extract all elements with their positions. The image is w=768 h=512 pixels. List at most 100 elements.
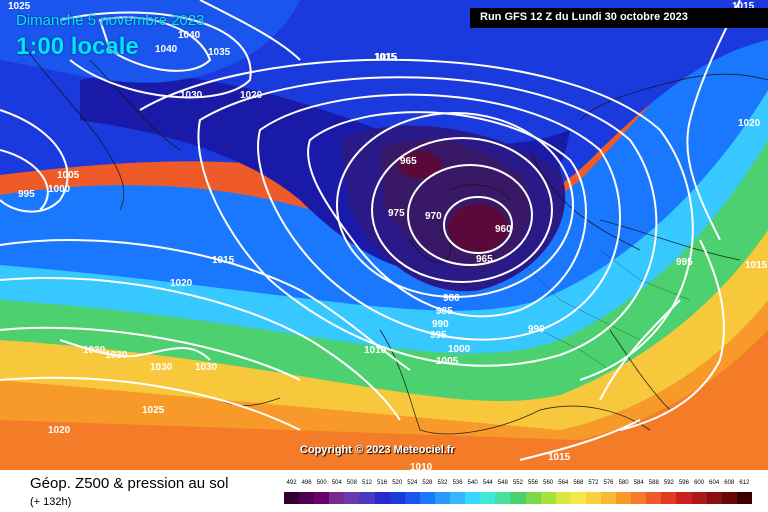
color-scale-labels: 492 496 500 504 508 512 516 520 524 528 532 536 540 5… (284, 480, 752, 490)
scale-label: 536 (452, 480, 463, 486)
scale-label: 508 (346, 480, 357, 486)
scale-swatch (480, 492, 496, 504)
scale-label: 600 (694, 480, 705, 486)
pressure-label: 1000 (448, 344, 471, 355)
scale-label: 604 (709, 480, 720, 486)
pressure-label: 1015 (745, 260, 768, 271)
scale-swatch (646, 492, 662, 504)
copyright-notice: Copyright © 2023 Meteociel.fr (300, 444, 455, 456)
pressure-label: 1015 (548, 452, 571, 463)
scale-label: 524 (407, 480, 418, 486)
scale-swatch (495, 492, 511, 504)
scale-label: 520 (392, 480, 403, 486)
pressure-labels: 1025 1015 1040 1040 1035 1030 1015 1020 … (8, 1, 768, 470)
scale-label: 568 (573, 480, 584, 486)
scale-swatch (329, 492, 345, 504)
scale-label: 540 (467, 480, 478, 486)
scale-label: 588 (648, 480, 659, 486)
run-info: Run GFS 12 Z du Lundi 30 octobre 2023 (480, 11, 688, 23)
scale-swatch (404, 492, 420, 504)
scale-swatch (419, 492, 435, 504)
pressure-label: 1030 (180, 90, 203, 101)
run-info-box: Run GFS 12 Z du Lundi 30 octobre 2023 (470, 8, 768, 28)
pressure-label: 1010 (410, 462, 433, 470)
pressure-label: 1000 (48, 184, 71, 195)
pressure-label: 1030 (83, 345, 106, 356)
scale-label: 548 (497, 480, 508, 486)
scale-label: 528 (422, 480, 433, 486)
legend-footer: Géop. Z500 & pression au sol (+ 132h) 49… (0, 470, 768, 512)
pressure-label: 1030 (150, 362, 173, 373)
weather-map: 1025 1015 1040 1040 1035 1030 1015 1020 … (0, 0, 768, 470)
scale-swatch (631, 492, 647, 504)
isobars (0, 0, 741, 461)
scale-label: 500 (316, 480, 327, 486)
pressure-label: 1040 (178, 30, 201, 41)
pressure-label: 1020 (170, 278, 193, 289)
scale-swatch (465, 492, 481, 504)
scale-label: 584 (633, 480, 644, 486)
scale-swatch (691, 492, 707, 504)
pressure-label: 1010 (364, 345, 387, 356)
forecast-date: Dimanche 5 novembre 2023 (16, 12, 205, 29)
pressure-label: 1015 (732, 1, 755, 12)
low-core-1 (398, 151, 442, 179)
scale-label: 580 (618, 480, 629, 486)
band-greenland-high (0, 0, 300, 83)
borders (519, 249, 691, 371)
scale-swatch (600, 492, 617, 504)
scale-label: 544 (482, 480, 493, 486)
color-scale: 492 496 500 504 508 512 516 520 524 528 532 536 540 5… (284, 480, 752, 506)
scale-swatch (585, 492, 601, 504)
pressure-label: 1015 (212, 255, 235, 266)
scale-label: 552 (512, 480, 523, 486)
pressure-label: 990 (528, 324, 545, 335)
forecast-lead-time: (+ 132h) (30, 496, 72, 508)
coastlines (19, 39, 768, 435)
pressure-label: 1015 (375, 52, 398, 63)
pressure-label: 1020 (240, 90, 263, 101)
pressure-label: 980 (443, 293, 460, 304)
scale-label: 572 (588, 480, 599, 486)
pressure-label: 1005 (436, 356, 459, 367)
pressure-label: 1040 (155, 44, 178, 55)
scale-swatch (676, 492, 692, 504)
scale-swatch (314, 492, 330, 504)
pressure-label: 1030 (195, 362, 218, 373)
pressure-label: 995 (18, 189, 35, 200)
scale-label: 504 (331, 480, 342, 486)
pressure-label: 1020 (48, 425, 71, 436)
scale-label: 564 (558, 480, 569, 486)
low-core-2 (448, 204, 508, 252)
pressure-label: 1035 (208, 47, 231, 58)
pressure-label: 1025 (142, 405, 165, 416)
pressure-label: 965 (476, 254, 493, 265)
scale-label: 596 (678, 480, 689, 486)
scale-swatch (299, 492, 315, 504)
scale-label: 608 (724, 480, 735, 486)
pressure-label: 1025 (8, 1, 31, 12)
pressure-label: 990 (432, 319, 449, 330)
scale-swatch (616, 492, 632, 504)
pressure-label: 995 (430, 330, 447, 341)
scale-swatch (661, 492, 677, 504)
scale-swatch (706, 492, 722, 504)
scale-label: 492 (286, 480, 297, 486)
band-blue (0, 40, 768, 311)
scale-swatch (434, 492, 451, 504)
pressure-label: 970 (425, 211, 442, 222)
scale-swatch (570, 492, 586, 504)
pressure-label: 1005 (57, 170, 80, 181)
pressure-label: 965 (400, 156, 417, 167)
scale-label: 576 (603, 480, 614, 486)
scale-swatch (359, 492, 375, 504)
forecast-time: 1:00 locale (16, 33, 139, 60)
scale-label: 612 (739, 480, 750, 486)
scale-label: 592 (663, 480, 674, 486)
scale-swatch (525, 492, 541, 504)
scale-swatch (555, 492, 571, 504)
scale-label: 512 (362, 480, 373, 486)
color-scale-bar (284, 492, 752, 504)
scale-swatch (389, 492, 405, 504)
scale-swatch (344, 492, 360, 504)
